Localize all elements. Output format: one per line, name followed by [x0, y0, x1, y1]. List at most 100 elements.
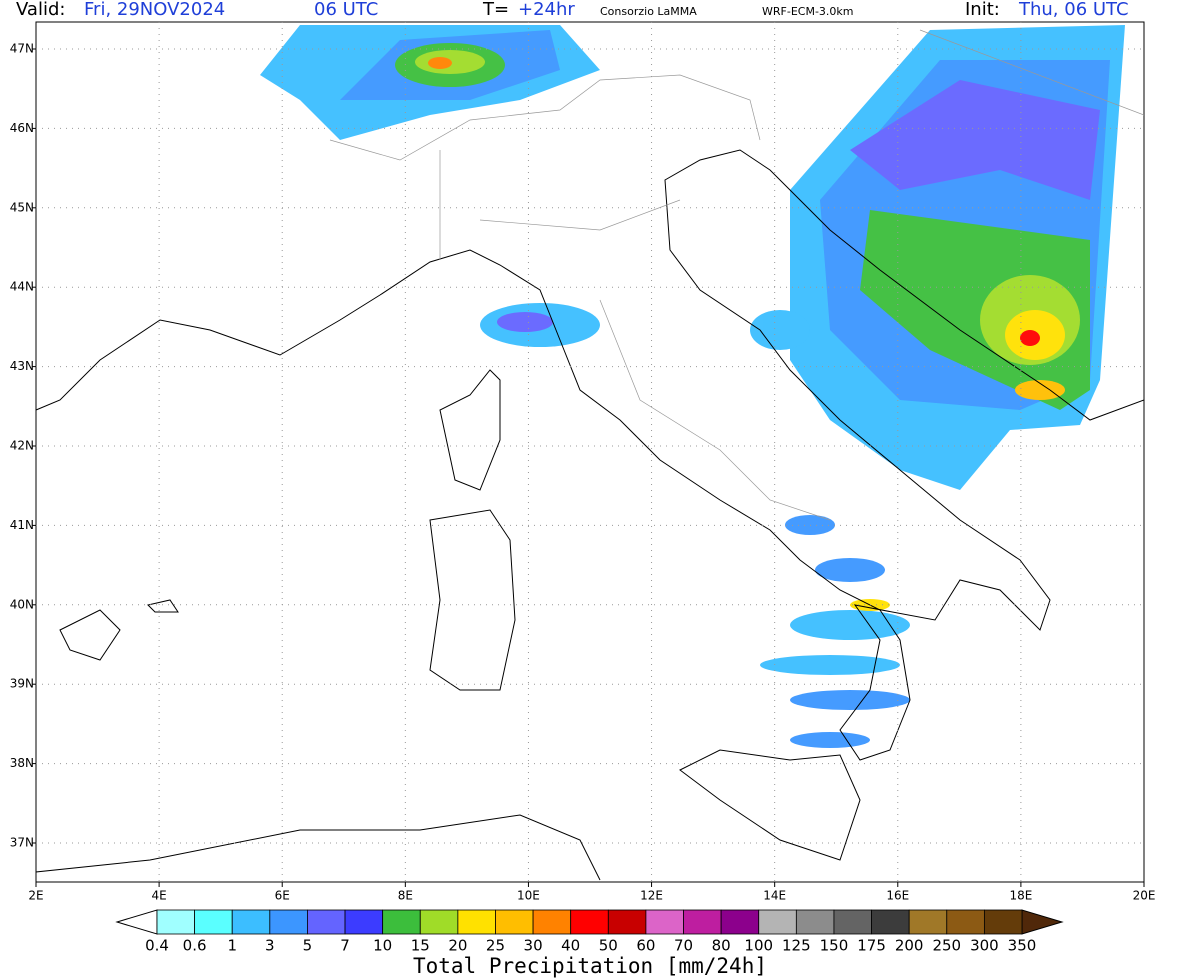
colorbar-label: 25	[486, 937, 505, 955]
colorbar-box	[946, 909, 985, 935]
colorbar-box	[720, 909, 760, 935]
mallorca	[59, 609, 121, 661]
colorbar-box	[532, 909, 572, 935]
valid-label: Valid:	[16, 0, 65, 20]
valid-time: Fri, 29NOV2024	[84, 0, 225, 20]
valid-hour: 06 UTC	[314, 0, 378, 20]
precip-area	[815, 558, 885, 582]
precip-area	[428, 57, 452, 69]
lon-label: 20E	[1133, 889, 1156, 903]
lat-label: 47N	[10, 42, 34, 56]
lat-label: 45N	[10, 200, 34, 214]
colorbar-label: 50	[599, 937, 618, 955]
lat-label: 40N	[10, 597, 34, 611]
colorbar-label: 10	[373, 937, 392, 955]
precip-area	[1020, 330, 1040, 346]
lat-label: 38N	[10, 756, 34, 770]
colorbar-over	[1021, 909, 1064, 935]
colorbar-box	[683, 909, 722, 935]
menorca	[147, 599, 179, 613]
colorbar-label: 125	[782, 937, 811, 955]
colorbar-box	[231, 909, 271, 935]
lon-label: 10E	[517, 889, 540, 903]
precip-area	[497, 312, 553, 332]
precip-area	[790, 610, 910, 640]
precipitation-field	[260, 25, 1125, 748]
colorbar-label: 20	[448, 937, 467, 955]
colorbar-box	[983, 909, 1023, 935]
source: Consorzio LaMMA	[600, 5, 697, 18]
colorbar-label: 80	[712, 937, 731, 955]
lon-label: 6E	[275, 889, 290, 903]
colorbar-label: 350	[1008, 937, 1037, 955]
colorbar-box	[908, 909, 948, 935]
precip-area	[790, 732, 870, 748]
sicily	[679, 749, 861, 861]
lat-label: 41N	[10, 518, 34, 532]
lon-label: 14E	[763, 889, 786, 903]
colorbar-label: 7	[340, 937, 350, 955]
init-time: Thu, 06 UTC	[1018, 0, 1129, 20]
borders	[329, 29, 1145, 521]
colorbar-box	[570, 909, 609, 935]
colorbar-label: 60	[636, 937, 655, 955]
colorbar-box	[871, 909, 910, 935]
colorbar-box	[457, 909, 496, 935]
corsica	[439, 369, 501, 491]
lat-label: 39N	[10, 677, 34, 691]
colorbar-box	[156, 909, 196, 935]
colorbar-box	[382, 909, 421, 935]
colorbar-box	[795, 909, 835, 935]
colorbar-box	[307, 909, 346, 935]
africa-coast	[35, 814, 601, 881]
colorbar-label: 3	[265, 937, 275, 955]
colorbar-label: 1	[227, 937, 237, 955]
colorbar-box	[344, 909, 384, 935]
coastlines	[35, 29, 1145, 881]
lon-label: 18E	[1009, 889, 1032, 903]
colorbar-box	[645, 909, 684, 935]
colorbar-label: 100	[744, 937, 773, 955]
lat-label: 44N	[10, 280, 34, 294]
colorbar-box	[495, 909, 534, 935]
precip-area	[1015, 380, 1065, 400]
colorbar-label: 150	[820, 937, 849, 955]
colorbar-label: 70	[674, 937, 693, 955]
model: WRF-ECM-3.0km	[762, 5, 854, 18]
colorbar-box	[194, 909, 233, 935]
colorbar-label: 40	[561, 937, 580, 955]
colorbar-label: 0.4	[145, 937, 169, 955]
lon-label: 12E	[640, 889, 663, 903]
precip-area	[790, 690, 910, 710]
precip-area	[760, 655, 900, 675]
precip-area	[750, 310, 810, 350]
axes: 2E 4E 6E 8E 10E 12E 14E 16E 18E 20E 47N 46N 45N 44N 43…	[10, 22, 1156, 903]
colorbar-label: 0.6	[183, 937, 207, 955]
lon-label: 8E	[398, 889, 413, 903]
coastline	[35, 149, 1145, 761]
colorbar-title: Total Precipitation [mm/24h]	[413, 954, 767, 978]
lon-label: 2E	[28, 889, 43, 903]
colorbar-label: 300	[970, 937, 999, 955]
colorbar-box	[269, 909, 308, 935]
lead-time: +24hr	[518, 0, 575, 20]
lat-label: 42N	[10, 439, 34, 453]
colorbar-label: 175	[857, 937, 886, 955]
colorbar: 0.4 0.6 1 3 5 7 10 15 20 25 30 40 50 60 70 80 100 125 150 1…	[115, 909, 1064, 955]
colorbar-label: 30	[524, 937, 543, 955]
init-label: Init:	[965, 0, 1000, 20]
colorbar-label: 15	[411, 937, 430, 955]
lon-label: 4E	[152, 889, 167, 903]
colorbar-under	[115, 909, 158, 935]
colorbar-box	[419, 909, 459, 935]
lat-label: 43N	[10, 359, 34, 373]
precip-area	[850, 80, 1100, 200]
colorbar-label: 200	[895, 937, 924, 955]
lat-label: 46N	[10, 121, 34, 135]
lead-label: T=	[482, 0, 509, 20]
sardinia	[429, 509, 516, 691]
colorbar-box	[833, 909, 872, 935]
lat-label: 37N	[10, 836, 34, 850]
lon-label: 16E	[886, 889, 909, 903]
